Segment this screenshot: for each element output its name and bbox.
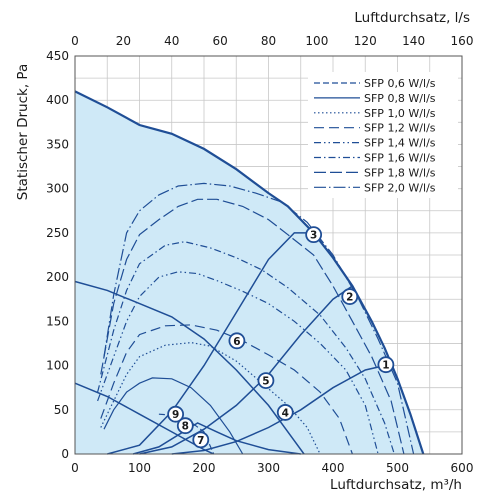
x-tick-label: 300 bbox=[257, 461, 280, 475]
x2-tick-label: 160 bbox=[451, 34, 474, 48]
y-tick-label: 200 bbox=[46, 270, 69, 284]
x2-tick-label: 20 bbox=[116, 34, 131, 48]
legend: SFP 0,6 W/l/s SFP 0,8 W/l/s SFP 1,0 W/l/s S… bbox=[308, 72, 458, 198]
x-tick-label: 0 bbox=[71, 461, 79, 475]
x-tick-label: 100 bbox=[128, 461, 151, 475]
operating-point-marker bbox=[257, 372, 275, 389]
system-curves bbox=[74, 90, 425, 455]
operating-point-marker bbox=[341, 288, 359, 305]
series-line bbox=[103, 377, 244, 455]
x2-tick-labels: 0 20 40 60 80 100 120 140 160 bbox=[71, 34, 473, 48]
legend-label: SFP 1,0 W/l/s bbox=[364, 107, 436, 120]
curve-line bbox=[107, 232, 314, 455]
series-line bbox=[100, 341, 321, 455]
y-axis-label: Statischer Druck, Pa bbox=[15, 64, 31, 200]
operating-point-label: 1 bbox=[382, 360, 389, 372]
plot-frame bbox=[74, 55, 463, 455]
operating-point-label: 5 bbox=[262, 376, 269, 388]
y-tick-label: 100 bbox=[46, 359, 69, 373]
x2-tick-label: 0 bbox=[71, 34, 79, 48]
operating-point-label: 9 bbox=[172, 409, 179, 421]
y-tick-label: 50 bbox=[54, 403, 69, 417]
series-line bbox=[103, 182, 415, 455]
series-line bbox=[97, 271, 379, 455]
series-line bbox=[100, 198, 405, 455]
x-tick-labels: 0 100 200 300 400 500 600 bbox=[71, 461, 473, 475]
x-tick-label: 600 bbox=[451, 461, 474, 475]
x2-tick-label: 120 bbox=[354, 34, 377, 48]
x2-tick-label: 100 bbox=[305, 34, 328, 48]
x-axis-label: Luftdurchsatz, m³/h bbox=[330, 477, 462, 493]
y-tick-label: 400 bbox=[46, 93, 69, 107]
legend-label: SFP 2,0 W/l/s bbox=[364, 181, 436, 194]
legend-label: SFP 0,8 W/l/s bbox=[364, 92, 436, 105]
operating-point-label: 3 bbox=[310, 230, 317, 242]
x-tick-label: 500 bbox=[386, 461, 409, 475]
operating-points: 1 2 3 4 5 6 789 bbox=[167, 226, 395, 449]
legend-background bbox=[308, 72, 458, 198]
operating-point-marker bbox=[276, 404, 294, 421]
series-line bbox=[100, 324, 353, 455]
x-tick-label: 400 bbox=[322, 461, 345, 475]
legend-label: SFP 1,4 W/l/s bbox=[364, 137, 436, 150]
x2-tick-label: 140 bbox=[402, 34, 425, 48]
y-tick-label: 0 bbox=[61, 447, 69, 461]
series-line bbox=[97, 241, 395, 455]
operating-point-marker bbox=[305, 226, 323, 244]
legend-label: SFP 1,8 W/l/s bbox=[364, 166, 436, 179]
curve-line bbox=[74, 280, 305, 455]
operating-point-label: 7 bbox=[197, 435, 204, 447]
x2-tick-label: 60 bbox=[212, 34, 227, 48]
legend-label: SFP 1,6 W/l/s bbox=[364, 152, 436, 165]
y-tick-label: 350 bbox=[46, 137, 69, 151]
y-tick-label: 450 bbox=[46, 49, 69, 63]
x2-tick-label: 40 bbox=[164, 34, 179, 48]
y-tick-label: 300 bbox=[46, 182, 69, 196]
y-tick-label: 150 bbox=[46, 314, 69, 328]
x-tick-label: 200 bbox=[193, 461, 216, 475]
y-tick-label: 250 bbox=[46, 226, 69, 240]
curve-line bbox=[132, 422, 301, 455]
x2-axis-label: Luftdurchsatz, l/s bbox=[354, 10, 470, 26]
operating-point-marker bbox=[192, 431, 210, 449]
operating-point-marker bbox=[167, 405, 185, 423]
x2-tick-label: 80 bbox=[261, 34, 276, 48]
curve-line bbox=[139, 285, 353, 455]
operating-point-label: 2 bbox=[346, 292, 353, 304]
operating-point-label: 6 bbox=[233, 336, 240, 348]
legend-label: SFP 0,6 W/l/s bbox=[364, 77, 436, 90]
legend-label: SFP 1,2 W/l/s bbox=[364, 122, 436, 135]
operating-point-marker bbox=[228, 332, 246, 350]
operating-point-marker bbox=[377, 356, 395, 374]
operating-envelope bbox=[75, 91, 424, 455]
y-tick-labels: 0 50 100 150 200 250 300 350 400 450 bbox=[46, 49, 69, 461]
operating-point-marker bbox=[176, 417, 194, 435]
operating-point-label: 4 bbox=[282, 407, 289, 419]
sfp-series bbox=[97, 182, 415, 455]
operating-point-label: 8 bbox=[182, 421, 189, 433]
